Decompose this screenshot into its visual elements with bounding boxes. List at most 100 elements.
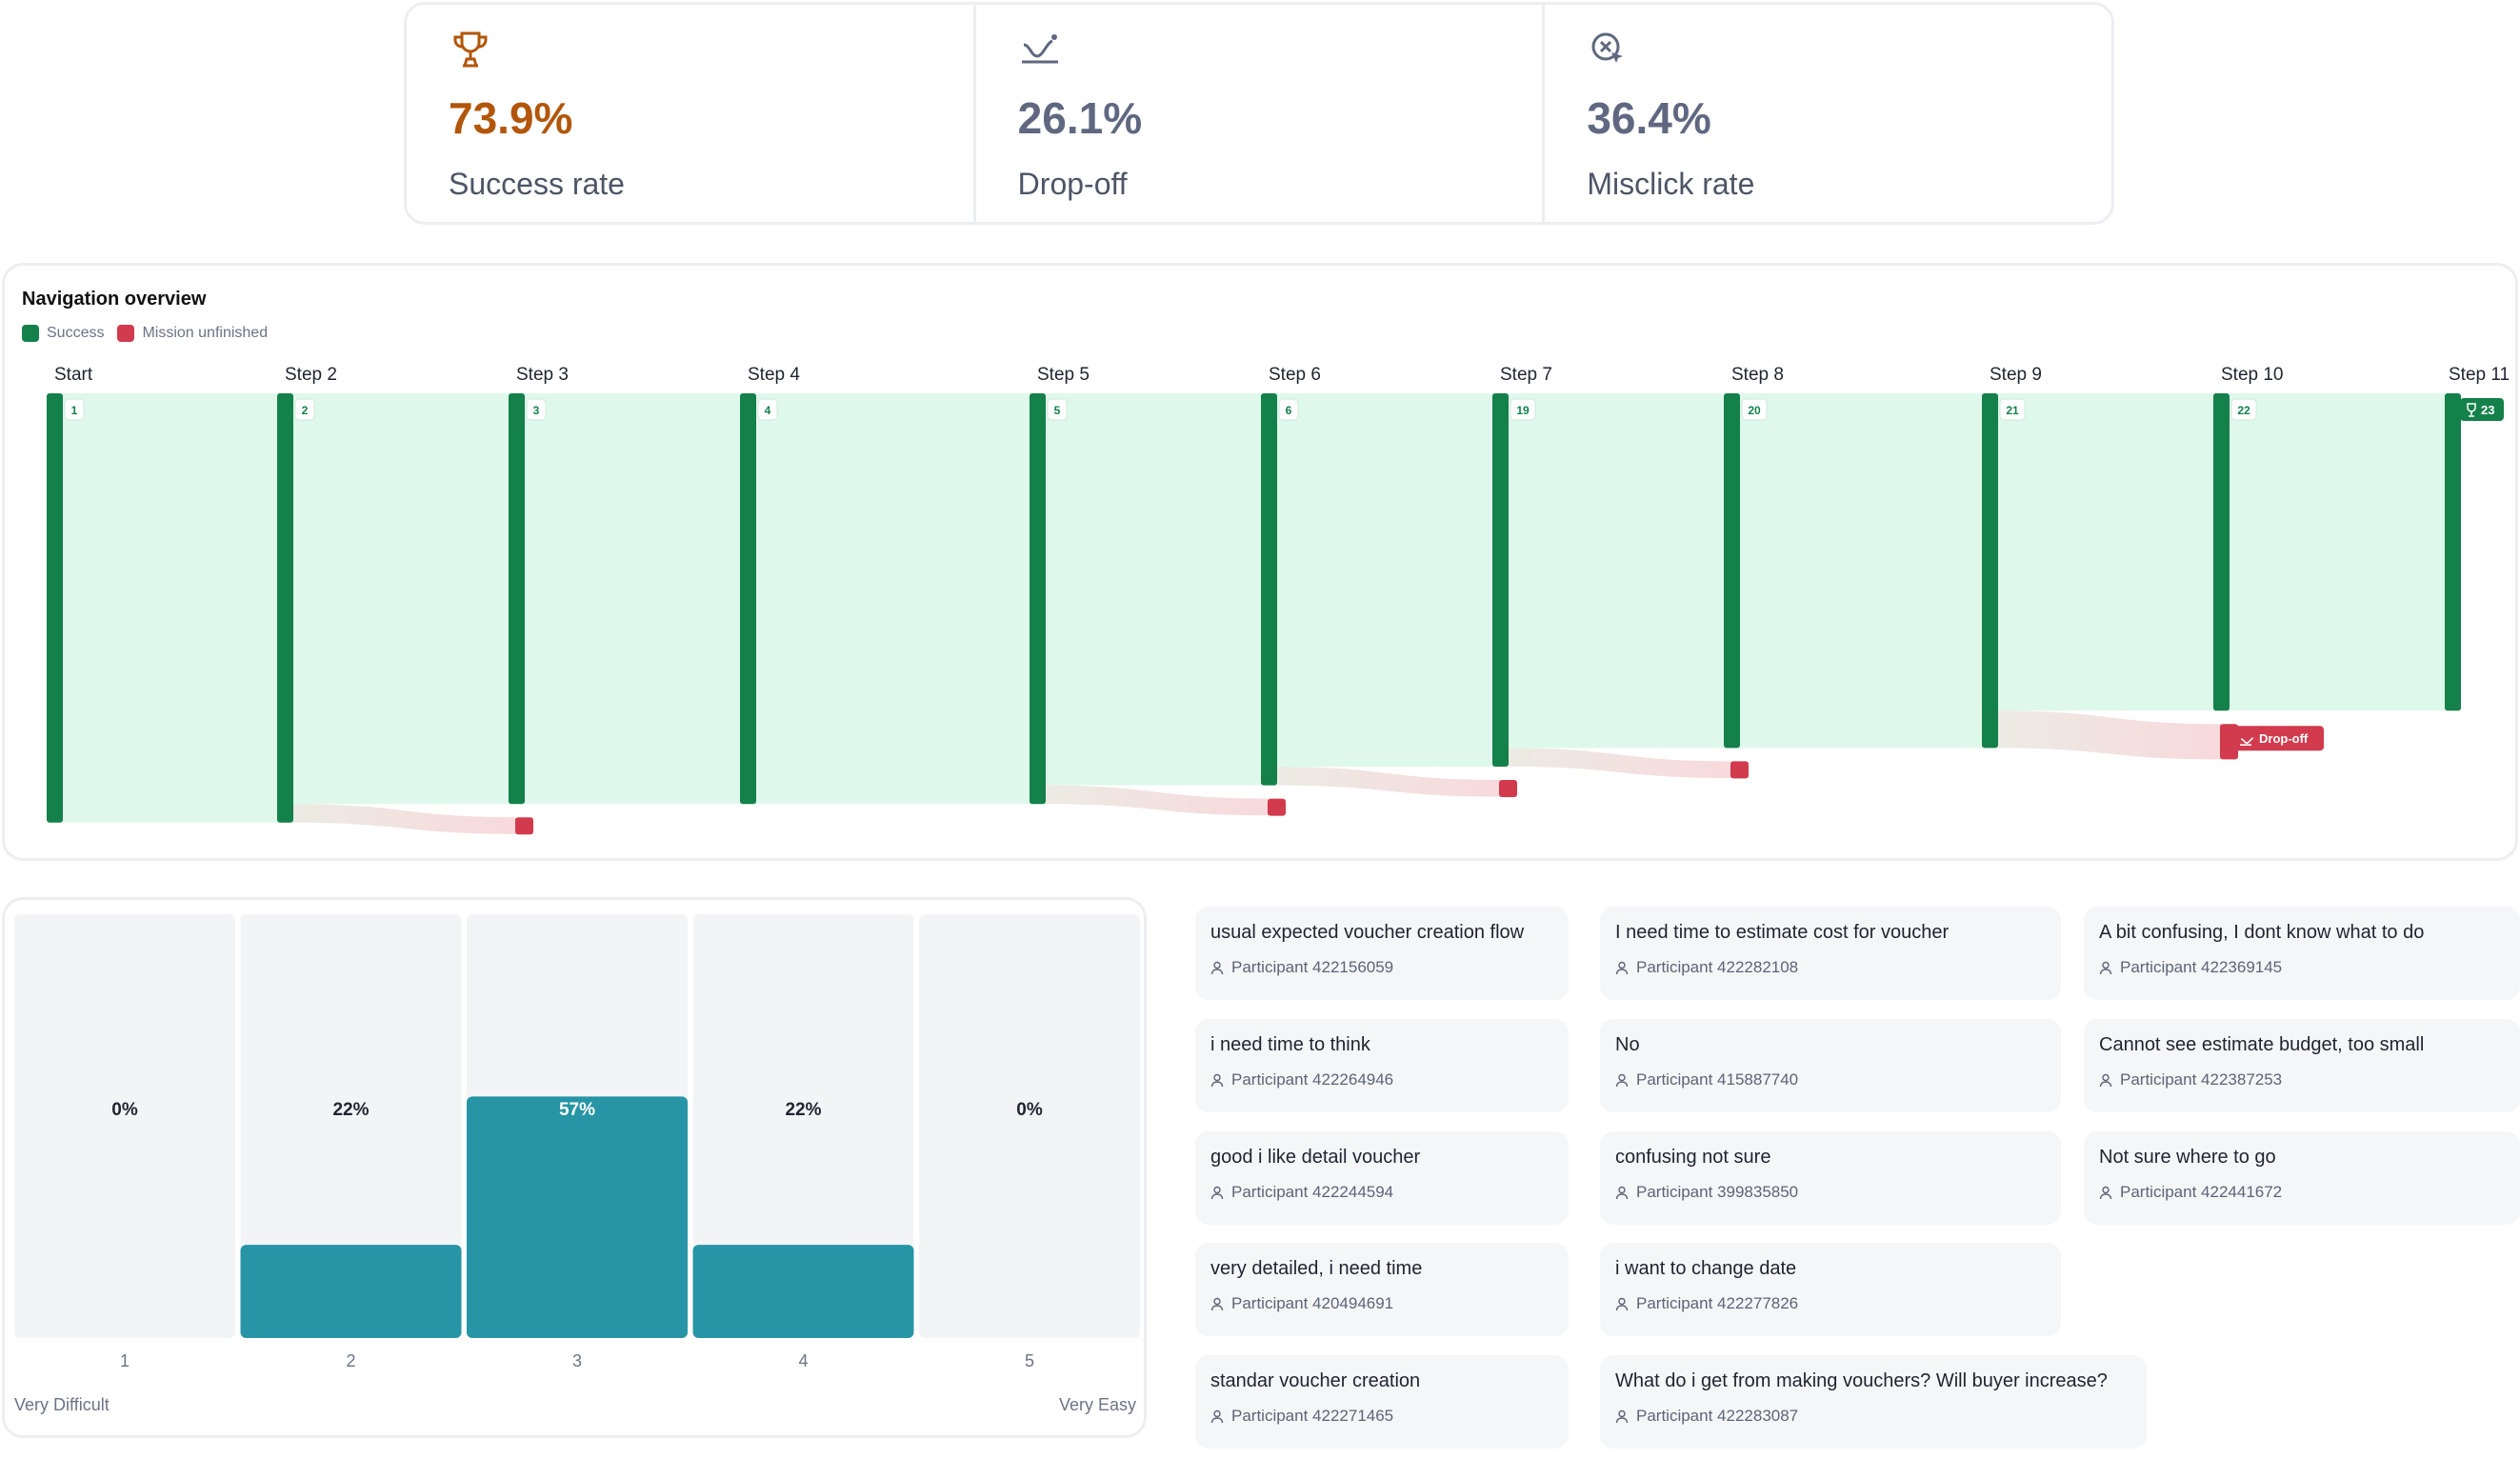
flow-band-6 (1276, 393, 1509, 767)
person-icon (1615, 1186, 1629, 1199)
dropoff-ribbon-4 (1508, 748, 1731, 778)
comment-card: good i like detail voucher Participant 42… (1195, 1131, 1569, 1225)
comment-card: usual expected voucher creation flow Part… (1195, 907, 1569, 1000)
step-badge-9: 21 (1999, 398, 2026, 421)
comment-text: very detailed, i need time (1210, 1258, 1423, 1279)
step-badge-bg (1278, 398, 1299, 421)
dropoff-ribbon-5 (1997, 710, 2221, 760)
comment-text: i need time to think (1210, 1034, 1370, 1055)
flow-band-7 (1508, 393, 1740, 749)
drop-off-tag-label: Drop-off (2259, 731, 2309, 746)
step-bar-11 (2445, 393, 2461, 711)
step-badge-label: 6 (1286, 404, 1292, 417)
participant-id: Participant 399835850 (1636, 1183, 1799, 1201)
participant-id: Participant 422264946 (1231, 1070, 1394, 1089)
legend-unfinished-swatch (117, 325, 135, 342)
person-icon (1615, 1409, 1629, 1423)
step-label-9: Step 9 (1990, 365, 2042, 385)
step-badge-2: 2 (294, 398, 315, 421)
very-easy-label: Very Easy (1058, 1395, 1136, 1414)
ease-rating-chart: 0% 1 22% 2 57% 3 22% 4 0% 5 (14, 914, 1140, 1370)
rating-value-label-1: 0% (111, 1100, 138, 1120)
ease-rating-panel: 0% 1 22% 2 57% 3 22% 4 0% 5 Very Difficult Very E… (2, 897, 1147, 1438)
drop-off-icon (2240, 737, 2254, 746)
participant-id: Participant 422244594 (1231, 1183, 1394, 1201)
step-bar-6 (1261, 393, 1277, 786)
step-label-7: Step 7 (1500, 365, 1552, 385)
step-badge-bg (1510, 398, 1536, 421)
step-label-3: Step 3 (516, 365, 569, 385)
navigation-overview-panel: Navigation overview Success Mission unfi… (2, 263, 2518, 861)
person-icon (2099, 1073, 2112, 1087)
navigation-legend: Success Mission unfinished (22, 325, 275, 342)
step-badge-label: 5 (1054, 404, 1061, 417)
flow-band-2 (292, 393, 525, 805)
flow-band-10 (2229, 393, 2461, 711)
step-badge-bg (757, 398, 778, 421)
success-rate-label: Success rate (449, 167, 625, 201)
comment-card: I need time to estimate cost for voucher… (1600, 907, 2061, 1000)
misclick-icon (1591, 32, 1624, 63)
step-badge-bg (1741, 398, 1768, 421)
step-badge-7: 19 (1510, 398, 1536, 421)
step-bar-5 (1030, 393, 1046, 805)
navigation-overview-title: Navigation overview (22, 289, 207, 310)
flow-band-4 (755, 393, 1046, 805)
step-badge-label: 1 (71, 404, 78, 417)
comment-text: Cannot see estimate budget, too small (2099, 1034, 2425, 1055)
step-label-6: Step 6 (1269, 365, 1321, 385)
rating-column-4 (692, 914, 914, 1338)
drop-off-card: 26.1% Drop-off (976, 5, 1546, 222)
dropoff-ribbon-1 (292, 804, 516, 834)
comment-participant: Participant 420494691 (1210, 1294, 1393, 1313)
flow-band-8 (1739, 393, 1998, 749)
person-icon (1210, 1297, 1224, 1310)
comment-card: Not sure where to go Participant 42244167… (2084, 1131, 2520, 1225)
step-badge-1: 1 (64, 398, 85, 421)
step-bar-9 (1982, 393, 1998, 749)
dropoff-ribbon-3 (1276, 767, 1500, 797)
rating-value-label-4: 22% (785, 1100, 821, 1120)
unfinished-node-3 (1499, 780, 1517, 797)
step-bar-7 (1492, 393, 1509, 767)
comment-text: No (1615, 1034, 1640, 1055)
participant-id: Participant 422387253 (2120, 1070, 2283, 1089)
step-badge-label: 3 (533, 404, 540, 417)
comment-participant: Participant 422369145 (2099, 958, 2282, 977)
trophy-icon (2467, 403, 2476, 417)
navigation-flow-chart: Drop-off Start 1 Step 2 2 Step 3 3 Step 4 4 Step … (47, 365, 2510, 835)
person-icon (1615, 961, 1629, 974)
comment-card: No Participant 415887740 (1600, 1019, 2061, 1112)
step-badge-label: 20 (1748, 404, 1761, 417)
rating-bar-4 (692, 1245, 914, 1338)
step-badge-5: 5 (1047, 398, 1068, 421)
step-badge-8: 20 (1741, 398, 1768, 421)
rating-category-label-1: 1 (120, 1351, 130, 1370)
person-icon (1210, 1186, 1224, 1199)
flow-band-9 (1997, 393, 2230, 711)
unfinished-node-1 (515, 817, 533, 835)
comment-participant: Participant 422156059 (1210, 958, 1393, 977)
comment-card: What do i get from making vouchers? Will… (1600, 1355, 2147, 1449)
rating-category-label-5: 5 (1025, 1351, 1034, 1370)
drop-off-value: 26.1% (1017, 93, 1143, 143)
comment-participant: Participant 422387253 (2099, 1070, 2282, 1089)
misclick-rate-card: 36.4% Misclick rate (1545, 5, 2111, 222)
comment-participant: Participant 422264946 (1210, 1070, 1393, 1089)
step-badge-10: 22 (2230, 398, 2257, 421)
step-bar-2 (277, 393, 293, 823)
step-badge-bg (2230, 398, 2257, 421)
comment-text: Not sure where to go (2099, 1147, 2276, 1168)
step-badge-bg (64, 398, 85, 421)
comment-participant: Participant 422283087 (1615, 1407, 1798, 1426)
person-icon (1210, 961, 1224, 974)
rating-value-label-3: 57% (559, 1100, 595, 1120)
kpi-panel: 73.9% Success rate 26.1% Drop-off 36.4% … (404, 2, 2114, 225)
step-badge-label: 22 (2237, 404, 2250, 417)
legend-unfinished-label: Mission unfinished (142, 325, 269, 341)
step-badge-4: 4 (757, 398, 778, 421)
step-label-10: Step 10 (2221, 365, 2284, 385)
step-bar-3 (509, 393, 525, 805)
rating-value-label-2: 22% (332, 1100, 369, 1120)
success-rate-value: 73.9% (449, 93, 573, 143)
